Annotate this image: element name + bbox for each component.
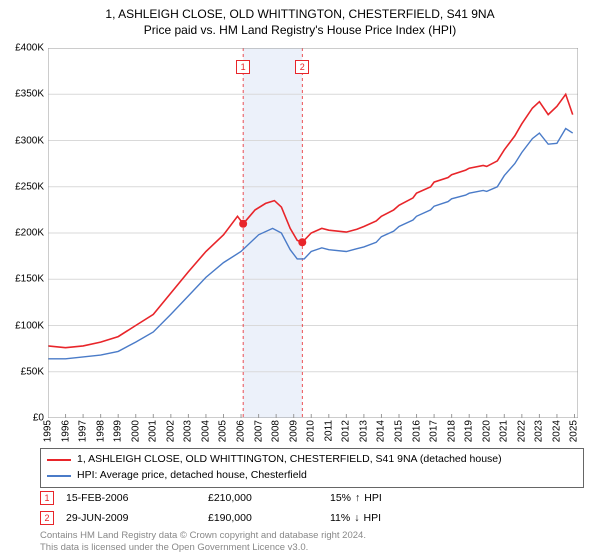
sales-table: 1 15-FEB-2006 £210,000 15% ↑ HPI 2 29-JU… (40, 488, 584, 528)
y-tick-label: £150K (15, 274, 44, 285)
legend-swatch-hpi (47, 475, 71, 477)
sale-date-1: 15-FEB-2006 (66, 492, 196, 504)
x-tick-label: 2013 (358, 420, 369, 442)
sale-delta-1-arrow: ↑ (355, 492, 360, 504)
legend-swatch-subject (47, 459, 71, 461)
sale-delta-2-suffix: HPI (364, 512, 382, 524)
sale-badge-1: 1 (40, 491, 54, 505)
sale-date-2: 29-JUN-2009 (66, 512, 196, 524)
x-tick-label: 2016 (411, 420, 422, 442)
x-tick-label: 2005 (218, 420, 229, 442)
x-tick-label: 1999 (113, 420, 124, 442)
footer-line2: This data is licensed under the Open Gov… (40, 542, 366, 554)
legend-box: 1, ASHLEIGH CLOSE, OLD WHITTINGTON, CHES… (40, 448, 584, 488)
x-tick-label: 2009 (288, 420, 299, 442)
x-tick-label: 2012 (341, 420, 352, 442)
sale-delta-1: 15% ↑ HPI (330, 492, 382, 504)
x-tick-label: 2010 (306, 420, 317, 442)
y-tick-label: £350K (15, 89, 44, 100)
sale-price-2: £190,000 (208, 512, 318, 524)
x-tick-label: 2006 (236, 420, 247, 442)
y-tick-label: £200K (15, 228, 44, 239)
chart-marker-badge: 2 (295, 60, 309, 74)
sale-price-1: £210,000 (208, 492, 318, 504)
x-tick-label: 2024 (551, 420, 562, 442)
sale-delta-2-arrow: ↓ (354, 512, 359, 524)
y-tick-label: £250K (15, 181, 44, 192)
x-tick-label: 1995 (43, 420, 54, 442)
footer: Contains HM Land Registry data © Crown c… (40, 530, 366, 555)
sale-delta-1-pct: 15% (330, 492, 351, 504)
sale-delta-2: 11% ↓ HPI (330, 512, 381, 524)
sale-row-2: 2 29-JUN-2009 £190,000 11% ↓ HPI (40, 508, 584, 528)
sale-badge-2-num: 2 (44, 513, 49, 523)
chart-marker-badge: 1 (236, 60, 250, 74)
title-line1: 1, ASHLEIGH CLOSE, OLD WHITTINGTON, CHES… (0, 6, 600, 22)
legend-label-subject: 1, ASHLEIGH CLOSE, OLD WHITTINGTON, CHES… (77, 452, 502, 468)
sale-delta-2-pct: 11% (330, 512, 350, 524)
footer-line1: Contains HM Land Registry data © Crown c… (40, 530, 366, 542)
plot-svg (48, 48, 578, 418)
y-tick-label: £400K (15, 43, 44, 54)
legend-row-hpi: HPI: Average price, detached house, Ches… (47, 468, 577, 484)
x-tick-label: 1996 (60, 420, 71, 442)
chart-area: £0£50K£100K£150K£200K£250K£300K£350K£400… (48, 48, 578, 418)
sale-badge-1-num: 1 (44, 493, 49, 503)
title-block: 1, ASHLEIGH CLOSE, OLD WHITTINGTON, CHES… (0, 0, 600, 38)
title-line2: Price paid vs. HM Land Registry's House … (0, 22, 600, 38)
x-tick-label: 2018 (446, 420, 457, 442)
x-tick-label: 1997 (78, 420, 89, 442)
y-tick-label: £100K (15, 320, 44, 331)
chart-container: 1, ASHLEIGH CLOSE, OLD WHITTINGTON, CHES… (0, 0, 600, 560)
x-tick-label: 2019 (464, 420, 475, 442)
legend-label-hpi: HPI: Average price, detached house, Ches… (77, 468, 307, 484)
x-tick-label: 2014 (376, 420, 387, 442)
x-tick-label: 2004 (200, 420, 211, 442)
x-tick-label: 2021 (499, 420, 510, 442)
x-tick-label: 2000 (130, 420, 141, 442)
x-tick-label: 2003 (183, 420, 194, 442)
x-tick-label: 2023 (534, 420, 545, 442)
x-tick-label: 2008 (271, 420, 282, 442)
sale-delta-1-suffix: HPI (364, 492, 382, 504)
x-tick-label: 2022 (516, 420, 527, 442)
sale-row-1: 1 15-FEB-2006 £210,000 15% ↑ HPI (40, 488, 584, 508)
x-tick-label: 2007 (253, 420, 264, 442)
x-tick-label: 2001 (148, 420, 159, 442)
x-tick-label: 2025 (569, 420, 580, 442)
x-tick-label: 2011 (323, 420, 334, 442)
x-tick-label: 2002 (165, 420, 176, 442)
x-tick-label: 2015 (393, 420, 404, 442)
y-tick-label: £300K (15, 135, 44, 146)
x-tick-label: 1998 (95, 420, 106, 442)
y-tick-label: £50K (21, 366, 44, 377)
x-tick-label: 2017 (429, 420, 440, 442)
legend-row-subject: 1, ASHLEIGH CLOSE, OLD WHITTINGTON, CHES… (47, 452, 577, 468)
sale-badge-2: 2 (40, 511, 54, 525)
x-tick-label: 2020 (481, 420, 492, 442)
